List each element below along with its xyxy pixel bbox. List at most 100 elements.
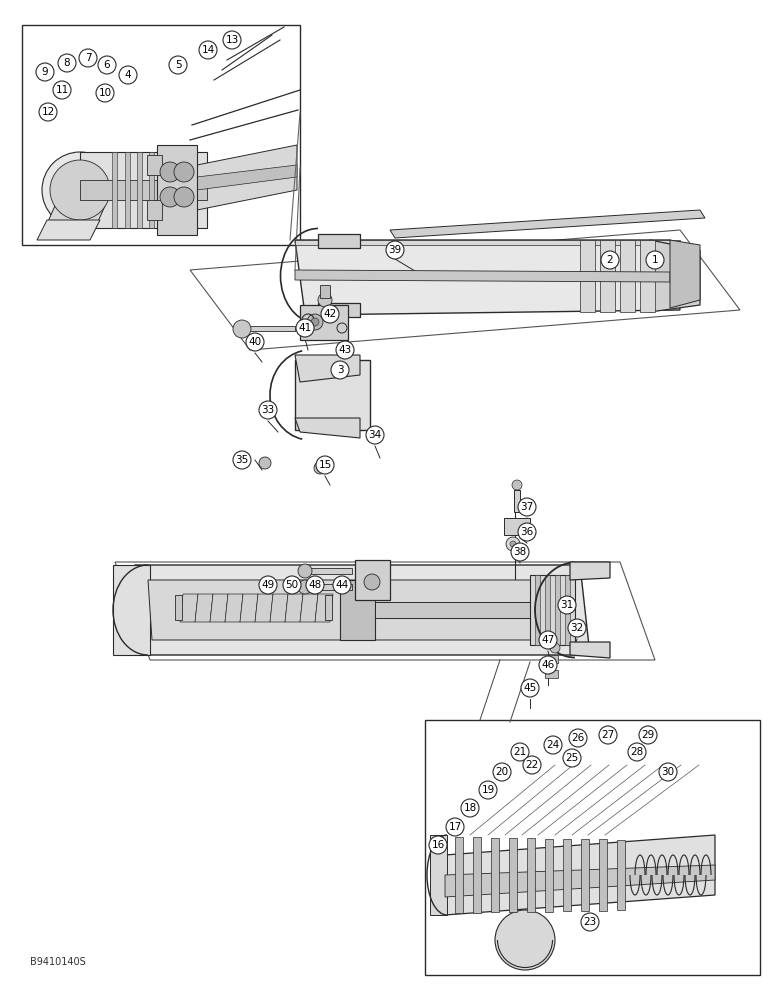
Circle shape (42, 152, 118, 228)
Circle shape (259, 401, 277, 419)
Text: 36: 36 (520, 527, 533, 537)
Polygon shape (175, 595, 182, 620)
Polygon shape (295, 360, 370, 430)
Polygon shape (37, 220, 100, 240)
Text: 6: 6 (103, 60, 110, 70)
Circle shape (506, 537, 520, 551)
Circle shape (512, 480, 522, 490)
Polygon shape (137, 152, 142, 228)
Circle shape (366, 426, 384, 444)
Circle shape (446, 818, 464, 836)
FancyBboxPatch shape (425, 720, 760, 975)
Polygon shape (355, 560, 390, 600)
Circle shape (321, 305, 339, 323)
Text: 17: 17 (449, 822, 462, 832)
Circle shape (628, 743, 646, 761)
Text: 43: 43 (338, 345, 351, 355)
Circle shape (36, 63, 54, 81)
Polygon shape (504, 518, 530, 535)
Circle shape (98, 56, 116, 74)
Circle shape (298, 564, 312, 578)
Text: 35: 35 (235, 455, 249, 465)
Circle shape (518, 498, 536, 516)
Text: 13: 13 (225, 35, 239, 45)
Polygon shape (430, 835, 447, 915)
Polygon shape (245, 326, 295, 331)
Text: 26: 26 (571, 733, 584, 743)
Circle shape (569, 729, 587, 747)
Polygon shape (318, 234, 360, 248)
Polygon shape (315, 594, 333, 622)
Polygon shape (555, 575, 560, 645)
Circle shape (296, 319, 314, 337)
Polygon shape (300, 305, 348, 340)
Circle shape (523, 756, 541, 774)
Text: 48: 48 (308, 580, 322, 590)
Circle shape (659, 763, 677, 781)
Polygon shape (535, 575, 540, 645)
Circle shape (479, 781, 497, 799)
Polygon shape (310, 568, 352, 574)
Circle shape (259, 457, 271, 469)
Text: B9410140S: B9410140S (30, 957, 86, 967)
Circle shape (79, 49, 97, 67)
Circle shape (306, 576, 324, 594)
FancyBboxPatch shape (22, 25, 300, 245)
Polygon shape (565, 575, 570, 645)
Circle shape (336, 341, 354, 359)
Text: 8: 8 (63, 58, 70, 68)
Circle shape (493, 763, 511, 781)
Circle shape (160, 162, 180, 182)
Circle shape (259, 576, 277, 594)
Text: 34: 34 (368, 430, 381, 440)
Circle shape (429, 836, 447, 854)
Text: 1: 1 (652, 255, 659, 265)
Polygon shape (390, 210, 705, 238)
Circle shape (518, 523, 536, 541)
Text: 44: 44 (335, 580, 349, 590)
Text: 10: 10 (99, 88, 112, 98)
Polygon shape (530, 575, 575, 645)
Circle shape (550, 643, 560, 653)
Circle shape (510, 541, 516, 547)
Text: 16: 16 (432, 840, 445, 850)
Polygon shape (295, 240, 680, 245)
Polygon shape (325, 595, 332, 620)
Circle shape (646, 251, 664, 269)
Circle shape (174, 187, 194, 207)
Text: 19: 19 (482, 785, 495, 795)
Polygon shape (563, 839, 571, 911)
Polygon shape (195, 594, 213, 622)
Circle shape (333, 576, 351, 594)
Polygon shape (650, 240, 700, 312)
Text: 38: 38 (513, 547, 527, 557)
Text: 18: 18 (463, 803, 476, 813)
Polygon shape (445, 835, 715, 915)
Polygon shape (617, 840, 625, 910)
Circle shape (233, 451, 251, 469)
Polygon shape (149, 152, 154, 228)
Circle shape (311, 318, 319, 326)
Circle shape (639, 726, 657, 744)
Polygon shape (670, 240, 700, 308)
Polygon shape (545, 670, 558, 678)
Polygon shape (240, 594, 258, 622)
Circle shape (539, 656, 557, 674)
Circle shape (246, 333, 264, 351)
Polygon shape (157, 145, 197, 235)
Polygon shape (80, 180, 207, 200)
Circle shape (298, 580, 312, 594)
Polygon shape (225, 594, 243, 622)
Polygon shape (112, 152, 117, 228)
Polygon shape (599, 839, 607, 911)
Polygon shape (180, 594, 198, 622)
Circle shape (314, 462, 326, 474)
Polygon shape (640, 240, 655, 312)
Polygon shape (42, 190, 112, 235)
Polygon shape (147, 200, 162, 220)
Polygon shape (295, 270, 670, 282)
Polygon shape (445, 865, 715, 897)
Polygon shape (300, 594, 318, 622)
Circle shape (58, 54, 76, 72)
Polygon shape (320, 285, 330, 298)
